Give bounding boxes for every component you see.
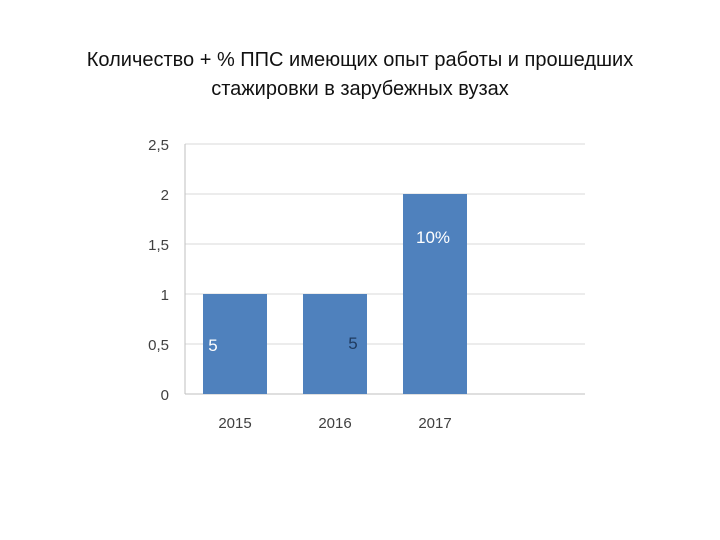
- y-tick-label: 0,5: [148, 337, 169, 354]
- y-tick-label: 2,5: [148, 137, 169, 154]
- x-tick-label: 2017: [418, 415, 451, 432]
- bar-2017: [403, 194, 467, 394]
- x-tick-label: 2015: [218, 415, 251, 432]
- y-tick-label: 1,5: [148, 237, 169, 254]
- chart-title: Количество + % ППС имеющих опыт работы и…: [20, 46, 700, 104]
- y-tick-label: 1: [161, 287, 169, 304]
- data-label-2015: 5: [208, 336, 217, 355]
- chart-title-line-2: стажировки в зарубежных вузах: [211, 78, 509, 100]
- data-label-2017: 10%: [416, 228, 450, 247]
- bar-2016: [303, 294, 367, 394]
- chart-title-line-1: Количество + % ППС имеющих опыт работы и…: [86, 49, 634, 71]
- data-label-2016: 5: [348, 334, 357, 353]
- x-tick-label: 2016: [318, 415, 351, 432]
- y-tick-label: 2: [161, 187, 169, 204]
- bar-2015: [203, 294, 267, 394]
- y-tick-label: 0: [161, 387, 169, 404]
